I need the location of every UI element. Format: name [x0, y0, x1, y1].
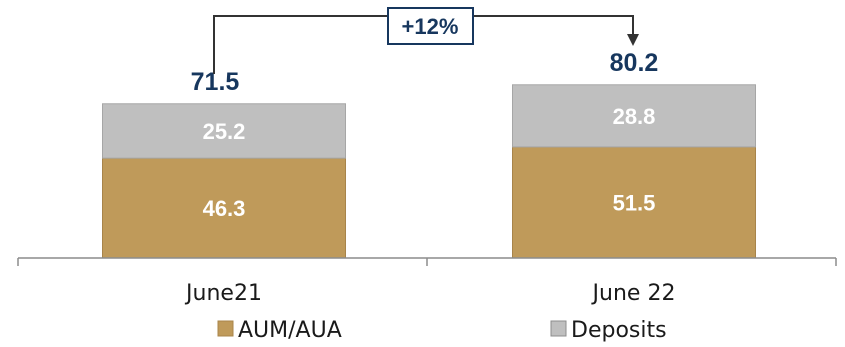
total-label-june21: 71.5 — [191, 68, 240, 96]
data-label-aum-aua-june22: 51.5 — [613, 190, 656, 215]
legend-label-aum-aua: AUM/AUA — [238, 318, 342, 343]
data-label-deposits-june21: 25.2 — [203, 119, 246, 144]
legend-swatch-deposits — [550, 320, 567, 337]
bar-segment-deposits-june21 — [102, 103, 346, 159]
x-tick-label-june22: June 22 — [591, 281, 676, 306]
bars-layer: 46.3 25.2 71.5 51.5 28.8 80.2 — [102, 49, 756, 259]
data-label-deposits-june22: 28.8 — [613, 104, 656, 129]
total-label-june22: 80.2 — [610, 49, 659, 77]
legend-label-deposits: Deposits — [571, 318, 667, 343]
legend-swatch-aum-aua — [217, 320, 234, 337]
growth-box — [387, 7, 474, 45]
x-tick-label-june21: June21 — [184, 281, 262, 306]
bar-segment-aum-aua-june21 — [102, 157, 346, 259]
bar-segment-deposits-june22 — [512, 84, 756, 148]
growth-label: +12% — [402, 14, 459, 39]
data-label-aum-aua-june21: 46.3 — [203, 196, 246, 221]
